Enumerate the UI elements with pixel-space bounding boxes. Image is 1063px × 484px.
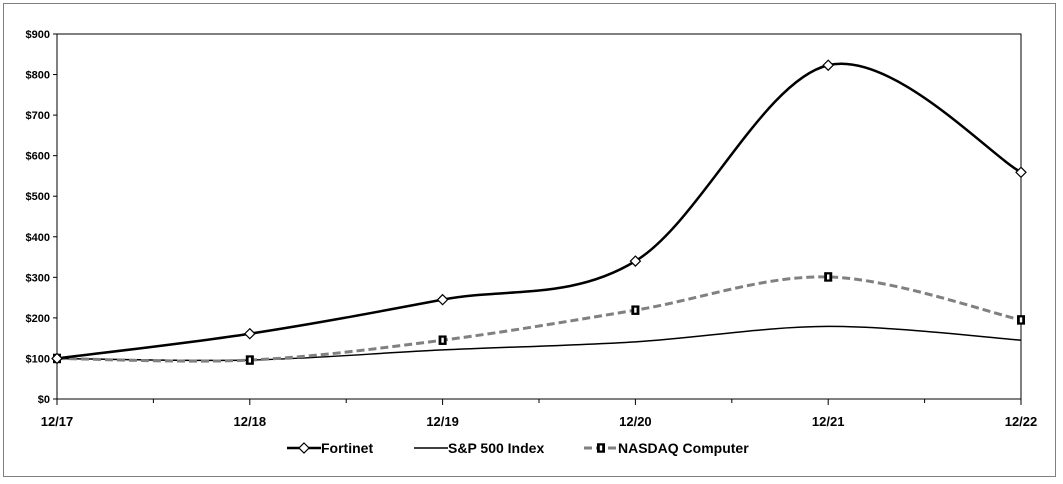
chart-frame <box>3 3 1056 477</box>
series-line <box>56 275 1022 363</box>
data-point <box>243 327 256 340</box>
legend-marker <box>298 442 310 454</box>
y-tick-label: $700 <box>26 110 50 122</box>
data-point <box>436 293 449 306</box>
y-tick-label: $200 <box>26 313 50 325</box>
legend-label: Fortinet <box>321 440 373 456</box>
marker-notch <box>827 274 830 280</box>
x-tick-label: 12/18 <box>234 414 267 429</box>
series-nasdaq-computer <box>53 272 1025 365</box>
series-line <box>56 325 1022 362</box>
y-tick-label: $500 <box>26 191 50 203</box>
x-tick-label: 12/22 <box>1005 414 1038 429</box>
y-tick-label: $100 <box>26 353 50 365</box>
data-point <box>631 305 640 315</box>
x-tick-label: 12/17 <box>41 414 74 429</box>
series-fortinet <box>51 59 1027 365</box>
y-tick-label: $400 <box>26 232 50 244</box>
legend-marker <box>597 443 605 453</box>
y-tick-label: $800 <box>26 70 50 82</box>
data-point <box>824 272 833 282</box>
legend-item: Fortinet <box>287 440 373 456</box>
data-point <box>51 352 63 365</box>
x-tick-label: 12/20 <box>619 414 652 429</box>
legend-label: NASDAQ Computer <box>618 440 749 456</box>
data-point <box>1015 166 1027 179</box>
marker-notch <box>441 337 444 343</box>
x-tick-label: 12/19 <box>426 414 459 429</box>
legend: Fortinet S&P 500 Index NASDAQ Computer <box>287 440 749 456</box>
y-tick-label: $600 <box>26 151 50 163</box>
plot-area <box>56 33 1022 400</box>
data-point <box>1017 315 1025 325</box>
legend-label: S&P 500 Index <box>448 440 544 456</box>
legend-item: S&P 500 Index <box>414 440 544 456</box>
data-point <box>245 355 254 365</box>
series-s-p-500-index <box>56 325 1022 362</box>
series-line <box>56 62 1022 360</box>
y-tick-label: $0 <box>38 394 50 406</box>
marker-notch <box>634 307 637 313</box>
y-tick-label: $300 <box>26 272 50 284</box>
data-point <box>629 255 642 267</box>
chart-axes: $0 $100 $200 $300 $400 $500 $600 $700 $800 $900 12… <box>26 29 1038 429</box>
marker-notch <box>1019 317 1023 323</box>
data-point <box>438 335 447 345</box>
legend-item: NASDAQ Computer <box>584 440 749 456</box>
data-point <box>822 59 835 72</box>
marker-notch <box>599 445 603 451</box>
y-tick-label: $900 <box>26 29 50 41</box>
marker-notch <box>248 357 251 363</box>
series-layer <box>51 59 1027 365</box>
x-tick-label: 12/21 <box>812 414 845 429</box>
